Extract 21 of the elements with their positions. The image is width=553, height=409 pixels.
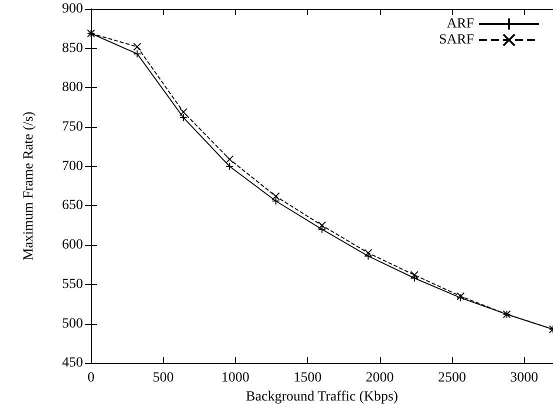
x-tick-label: 2000 — [366, 370, 394, 386]
x-tick-label: 2500 — [438, 370, 466, 386]
x-tick-label: 500 — [152, 370, 174, 386]
x-tick-label: 3000 — [510, 370, 538, 386]
y-tick-label: 550 — [62, 276, 83, 292]
y-tick-label: 450 — [62, 356, 83, 371]
y-tick-label: 600 — [62, 238, 83, 253]
x-axis-title: Background Traffic (Kbps) — [246, 390, 398, 404]
legend-label: ARF — [446, 16, 474, 32]
y-tick-label: 900 — [62, 2, 83, 16]
y-tick-label: 750 — [62, 120, 83, 135]
x-tick-label: 1500 — [294, 370, 322, 386]
y-tick-label: 650 — [62, 198, 83, 214]
y-tick-label: 800 — [62, 80, 83, 96]
y-tick-label: 500 — [62, 316, 83, 332]
y-axis-title: Maximum Frame Rate (/s) — [22, 111, 36, 261]
x-tick-label: 0 — [88, 370, 94, 386]
legend-label: SARF — [438, 32, 474, 48]
y-tick-label: 850 — [62, 40, 83, 56]
y-tick-label: 700 — [62, 158, 83, 174]
x-tick-label: 1000 — [221, 370, 250, 386]
